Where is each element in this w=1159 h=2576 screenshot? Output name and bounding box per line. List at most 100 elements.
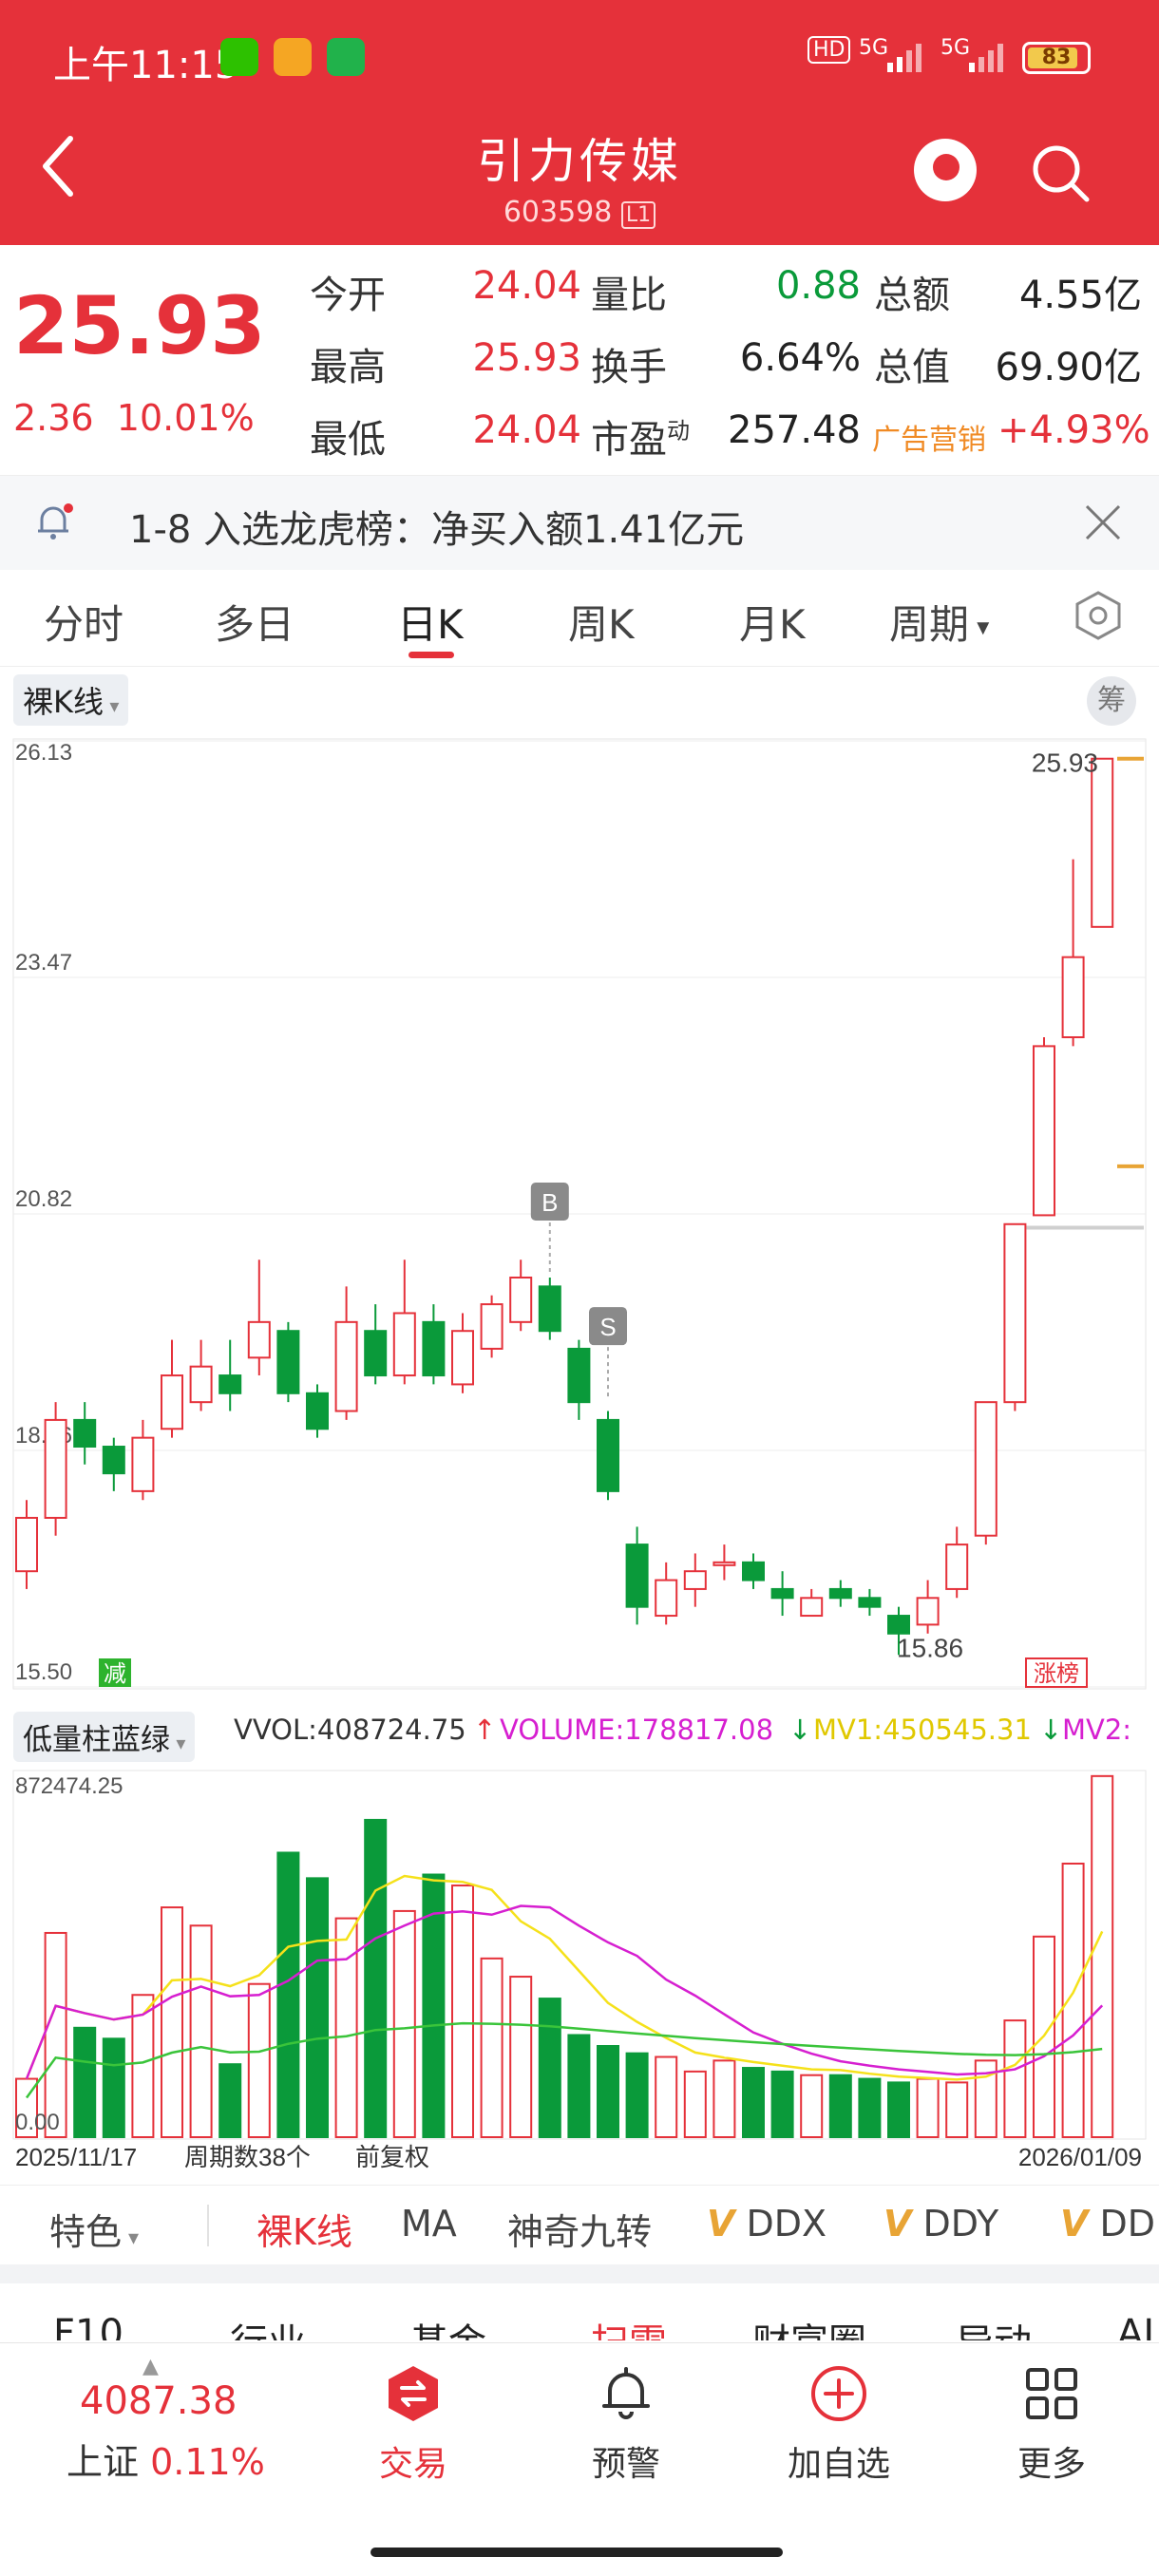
indicator-tab-ddx[interactable]: V DDX (707, 2203, 827, 2245)
indicator-tab-special[interactable]: 特色 ▾ (49, 2211, 140, 2253)
bell-icon[interactable] (597, 2364, 656, 2423)
nav-more-label[interactable]: 更多 (1016, 2445, 1086, 2484)
pe-value: 257.48 (728, 408, 861, 452)
candle-body (712, 1561, 736, 1566)
wechat-icon (220, 38, 258, 76)
v-badge-icon: V (884, 2203, 912, 2245)
hd-icon: HD (808, 36, 851, 64)
volume-bar (161, 1906, 183, 2138)
info-tab-community[interactable]: 财富圈 (752, 2312, 866, 2340)
indicator-tabs: 特色 ▾ 裸K线 MA 神奇九转 V DDX V DDY V DD (0, 2185, 1159, 2263)
candle-body (364, 1330, 388, 1377)
candle-body (1061, 956, 1085, 1039)
candle-body (131, 1436, 155, 1492)
candle-body (480, 1303, 504, 1350)
high-label: 最高 (310, 346, 386, 389)
tab-period[interactable]: 周期 ▾ (889, 601, 990, 648)
close-icon[interactable] (1081, 501, 1125, 544)
candle-body (44, 1418, 67, 1519)
indicator-tab-bare-k[interactable]: 裸K线 (256, 2211, 352, 2253)
candle-body (828, 1587, 852, 1600)
volume-bar (102, 2037, 125, 2139)
volume-bar (189, 1924, 213, 2138)
sell-marker (589, 1307, 627, 1346)
home-indicator (370, 2548, 783, 2557)
kline-type-dropdown[interactable]: 裸K线 ▾ (13, 674, 129, 726)
reduce-badge-label: 减 (104, 1661, 126, 1687)
candle-body (392, 1312, 416, 1377)
index-value[interactable]: 4087.38 (80, 2379, 238, 2423)
message-icon (274, 38, 312, 76)
low-value: 24.04 (472, 408, 581, 452)
mascot-icon[interactable] (914, 139, 977, 201)
volume-bar (800, 2074, 824, 2138)
tab-daily-k[interactable]: 日K (397, 601, 464, 648)
tab-weekly-k[interactable]: 周K (568, 601, 635, 648)
volume-bar (916, 2077, 940, 2138)
caret-down-icon: ▾ (122, 2226, 140, 2250)
add-circle-icon[interactable] (809, 2364, 868, 2423)
candle-body (73, 1418, 97, 1449)
nav-trade-label[interactable]: 交易 (378, 2445, 447, 2484)
info-tab-industry[interactable]: 行业 (230, 2312, 306, 2340)
dragon-tiger-notice[interactable]: 1-8 入选龙虎榜：净买入额1.41亿元 (0, 475, 1159, 570)
volume-bar (15, 2077, 38, 2138)
volume-bar (945, 2081, 969, 2138)
chevron-left-icon (43, 136, 73, 197)
volume-bar (625, 2052, 649, 2138)
candle-body (276, 1330, 300, 1394)
tab-monthly-k[interactable]: 月K (739, 601, 806, 648)
nav-watchlist-label[interactable]: 加自选 (787, 2445, 890, 2484)
info-tab-ai[interactable]: AI (1117, 2312, 1155, 2340)
trade-icon[interactable] (384, 2364, 443, 2423)
volume-indicator-row: 低量柱蓝绿 ▾ VVOL:408724.75 ↑ VOLUME:178817.0… (0, 1710, 1159, 1762)
vol-ratio-value: 0.88 (775, 264, 861, 308)
info-tab-fund[interactable]: 基金 (410, 2312, 486, 2340)
volume-type-dropdown[interactable]: 低量柱蓝绿 ▾ (13, 1712, 196, 1762)
index-name[interactable]: 上证 0.11% (66, 2441, 265, 2483)
info-tab-f10[interactable]: F10 (53, 2312, 124, 2340)
indicator-tab-ddy[interactable]: V DDY (884, 2203, 999, 2245)
volume-bar (538, 1998, 561, 2138)
info-tab-minesweep[interactable]: 扫雷 (591, 2312, 667, 2340)
arrow-up-icon: ↑ (473, 1714, 497, 1746)
volume-min-label: 0.00 (15, 2110, 60, 2135)
sector-name[interactable]: 广告营销 (872, 424, 986, 457)
volume-chart[interactable]: 872474.25 0.00 2025/11/17 周期数38个 前复权 2026/01/… (0, 1753, 1159, 2171)
indicator-tab-ma[interactable]: MA (401, 2203, 457, 2245)
low-label: 最低 (310, 418, 386, 462)
quote-panel: 25.93 2.36 10.01% 今开 最高 最低 24.04 25.93 2… (0, 245, 1159, 473)
back-button[interactable] (36, 133, 93, 209)
info-tab-movement[interactable]: 异动 (956, 2312, 1032, 2340)
indicator-tab-magic9[interactable]: 神奇九转 (507, 2211, 653, 2253)
chips-distribution-button[interactable]: 筹 (1087, 676, 1136, 726)
buy-marker-label: B (542, 1188, 558, 1217)
nav-alert-label[interactable]: 预警 (591, 2445, 660, 2484)
candle-body (189, 1365, 213, 1404)
candle-body (247, 1320, 271, 1359)
candle-body (1091, 757, 1114, 928)
mktcap-label: 总值 (874, 346, 950, 389)
volume-bar (597, 2045, 619, 2138)
volume-bar (1003, 2019, 1027, 2138)
volume-bar (887, 2081, 910, 2138)
candle-body (334, 1320, 358, 1412)
settings-hex-icon[interactable] (1072, 589, 1125, 642)
volume-bar (392, 1909, 416, 2138)
active-tab-indicator (408, 652, 454, 658)
volume-bar (451, 1885, 474, 2138)
candle-body (1003, 1222, 1027, 1404)
tab-intraday[interactable]: 分时 (44, 601, 124, 648)
vvol-value: VVOL:408724.75 (234, 1714, 466, 1746)
stock-name: 引力传媒 (477, 134, 682, 189)
search-icon[interactable] (1028, 141, 1092, 205)
caret-down-icon: ▾ (170, 1732, 186, 1754)
candle-body (800, 1597, 824, 1618)
tab-multiday[interactable]: 多日 (215, 601, 295, 648)
indicator-tab-ddz[interactable]: V DD (1060, 2203, 1156, 2245)
candle-body (945, 1544, 969, 1590)
bottom-nav: ▲ 4087.38 上证 0.11% 交易 预警 加自选 更多 (0, 2342, 1159, 2576)
high-value: 25.93 (472, 336, 581, 380)
grid-icon[interactable] (1022, 2364, 1081, 2423)
